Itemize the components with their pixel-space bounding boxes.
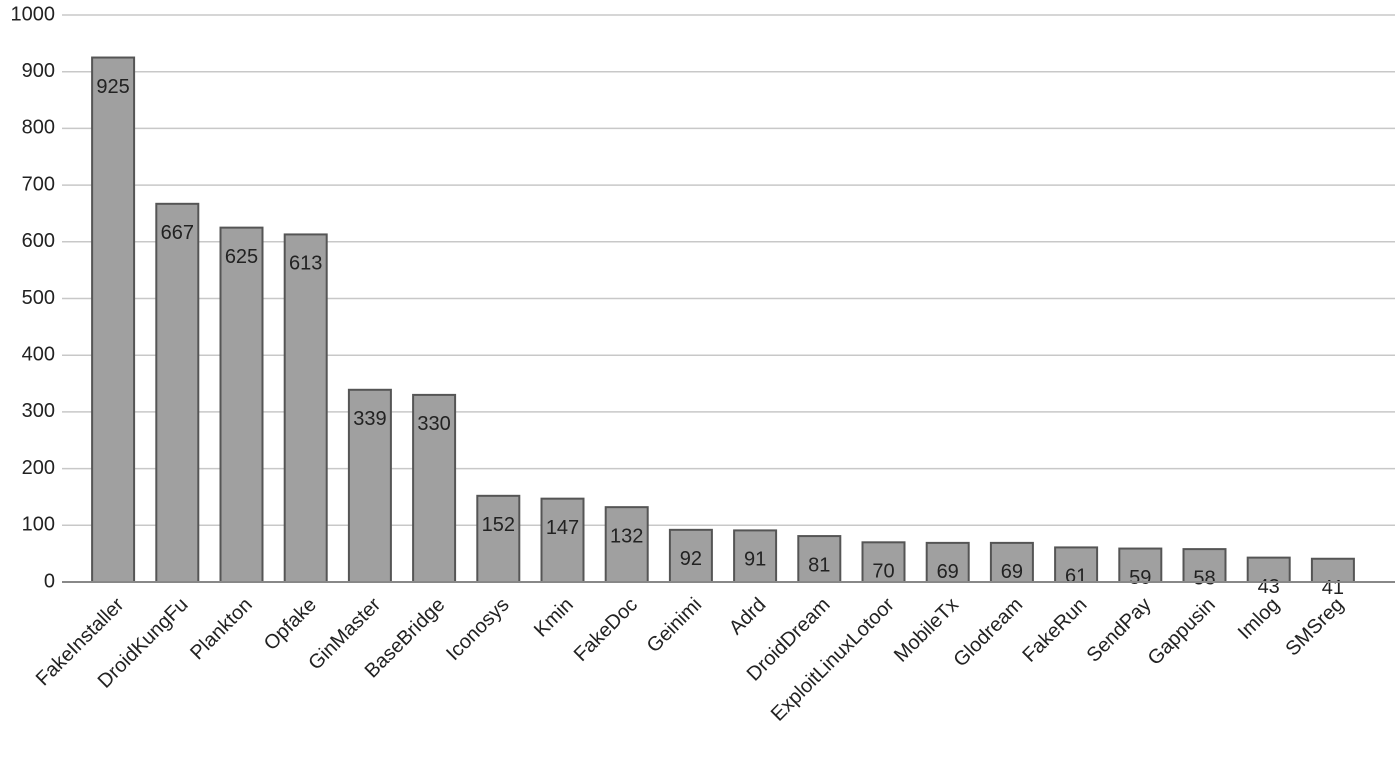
bar [219,226,264,583]
bar [91,56,136,583]
data-label: 132 [610,525,643,547]
bar [347,388,392,583]
x-tick-label: Opfake [260,594,321,655]
bar [283,233,328,584]
bar [1118,547,1163,583]
y-tick-label: 0 [44,570,55,592]
x-tick-label: Imlog [1234,594,1284,644]
bar [797,535,842,583]
y-tick-label: 500 [22,287,55,309]
x-tick-label: SMSreg [1282,594,1349,661]
y-tick-label: 200 [22,457,55,479]
bar [476,494,521,584]
bar [668,528,713,583]
x-tick-label: ExploitLinuxLotoor [767,593,899,725]
data-label: 339 [353,408,386,430]
x-tick-label: Glodream [950,594,1028,672]
data-label: 152 [482,514,515,536]
x-tick-label: Plankton [186,594,257,665]
bar [412,393,457,584]
data-label: 92 [680,548,702,570]
bar [540,497,585,583]
data-label: 69 [1001,561,1023,583]
y-tick-label: 700 [22,173,55,195]
data-label: 625 [225,246,258,268]
x-tick-label: Adrd [725,594,770,639]
data-label: 61 [1065,566,1087,588]
data-label: 70 [872,561,894,583]
y-tick-label: 400 [22,343,55,365]
x-tick-label: Geinimi [643,594,706,657]
y-tick-label: 600 [22,230,55,252]
data-label: 58 [1193,567,1215,589]
y-tick-label: 300 [22,400,55,422]
data-label: 925 [96,76,129,98]
bar [155,202,200,583]
data-label: 613 [289,253,322,275]
data-label: 147 [546,517,579,539]
x-tick-label: FakeRun [1018,594,1091,667]
y-tick-label: 900 [22,60,55,82]
x-tick-label: Gappusin [1144,594,1220,670]
x-tick-label: Iconosys [442,594,513,665]
x-tick-label: FakeDoc [570,594,642,666]
x-tick-label: Kmin [530,594,578,642]
data-label: 81 [808,554,830,576]
data-label: 91 [744,549,766,571]
data-label: 59 [1129,567,1151,589]
y-tick-label: 1000 [11,3,56,25]
bar [989,541,1034,584]
data-label: 667 [161,222,194,244]
data-label: 330 [417,413,450,435]
y-tick-label: 100 [22,514,55,536]
data-label: 69 [937,561,959,583]
bar [604,506,649,584]
y-tick-label: 800 [22,117,55,139]
